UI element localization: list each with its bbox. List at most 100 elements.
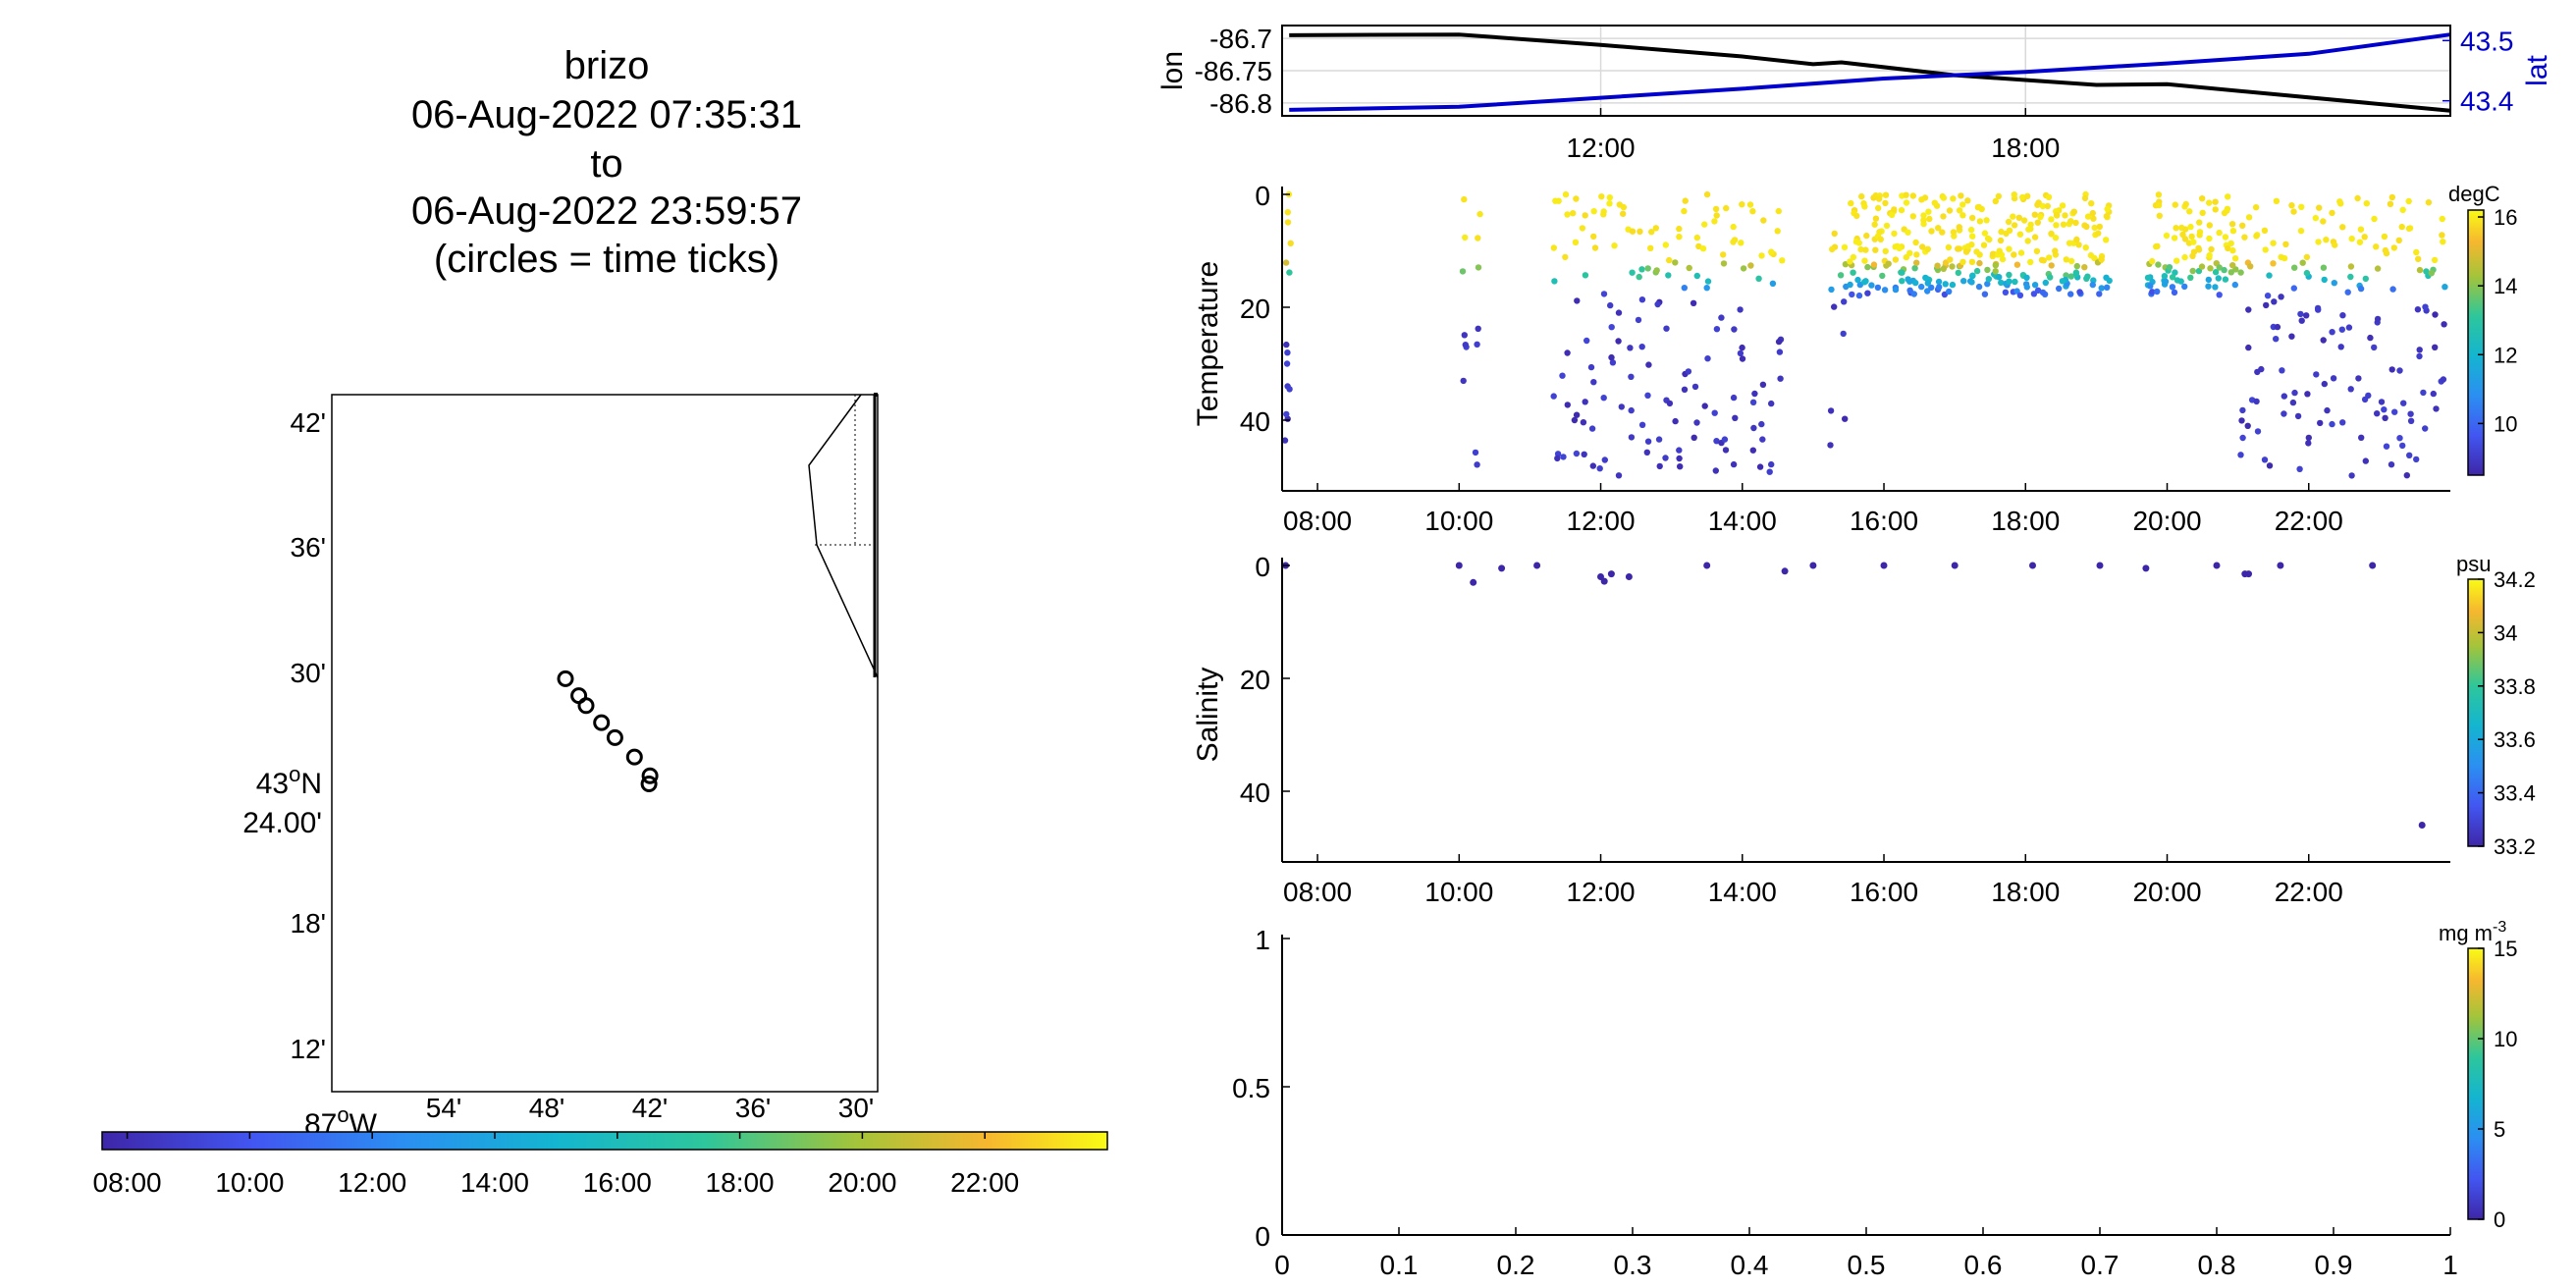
temperature-point xyxy=(1737,349,1744,357)
temperature-point xyxy=(1840,330,1847,338)
temperature-point xyxy=(1992,268,1999,275)
chlorophyll-x-tick-label: 0.5 xyxy=(1848,1250,1886,1280)
temperature-point xyxy=(2273,197,2281,204)
temperature-point xyxy=(2174,257,2180,264)
temperature-point xyxy=(1730,223,1737,231)
temperature-point xyxy=(1935,225,1942,232)
temperature-point xyxy=(2339,419,2346,426)
temperature-point xyxy=(1909,213,1917,220)
temperature-point xyxy=(2247,263,2254,270)
title-line-4: 06-Aug-2022 23:59:57 xyxy=(411,189,802,233)
temperature-point xyxy=(1644,438,1652,445)
temperature-point xyxy=(2433,405,2440,412)
temperature-point xyxy=(1638,421,1646,428)
chlorophyll-y-tick-label: 0 xyxy=(1255,1221,1270,1252)
temperature-point xyxy=(1842,415,1849,422)
chlorophyll-x-tick-label: 0.7 xyxy=(2081,1250,2120,1280)
temperature-point xyxy=(1656,462,1663,470)
temperature-point xyxy=(2155,261,2162,268)
temperature-point xyxy=(1955,269,1962,277)
temperature-point xyxy=(1958,192,1964,199)
temperature-point xyxy=(2294,412,2302,420)
track-time-circle xyxy=(577,697,595,715)
temperature-point xyxy=(2081,194,2089,202)
temperature-point xyxy=(2031,282,2039,289)
temperature-point xyxy=(2096,291,2103,297)
temperature-point xyxy=(1879,272,1886,280)
temperature-point xyxy=(2303,312,2310,319)
temperature-point xyxy=(2355,375,2362,382)
temperature-point xyxy=(2173,225,2179,232)
temperature-point xyxy=(2155,201,2163,209)
temperature-point xyxy=(2383,443,2390,450)
track-time-circle xyxy=(557,670,574,687)
temperature-point xyxy=(1973,267,1981,275)
temperature-point xyxy=(1950,229,1958,236)
temperature-point xyxy=(1872,215,1880,222)
temperature-point xyxy=(2103,213,2111,220)
temperature-point xyxy=(2033,247,2041,255)
temperature-point xyxy=(2279,367,2285,374)
temperature-point xyxy=(1283,410,1290,418)
temperature-point xyxy=(2025,226,2032,233)
temperature-point xyxy=(2395,237,2402,243)
temperature-point xyxy=(1573,450,1581,457)
temperature-point xyxy=(1606,200,1613,207)
temperature-point xyxy=(1984,281,1991,288)
temperature-point xyxy=(2095,230,2102,237)
salinity-point xyxy=(2277,562,2284,569)
temperature-point xyxy=(1693,234,1701,242)
salinity-colorbar-tick-label: 34 xyxy=(2494,620,2517,645)
temperature-point xyxy=(2329,209,2335,217)
temperature-point xyxy=(1768,248,1775,255)
temperature-point xyxy=(2263,301,2270,309)
temperature-point xyxy=(2103,274,2110,281)
temperature-point xyxy=(1955,245,1961,252)
temperature-point xyxy=(2439,215,2445,223)
salinity-point xyxy=(1809,562,1817,569)
temperature-point xyxy=(1281,437,1289,444)
temperature-point xyxy=(1638,296,1646,303)
time-colorbar-tick-label: 16:00 xyxy=(583,1167,652,1198)
temperature-point xyxy=(1739,344,1745,351)
time-colorbar-tick-label: 18:00 xyxy=(706,1167,775,1198)
temperature-point xyxy=(1704,278,1712,285)
time-colorbar-tick-label: 14:00 xyxy=(460,1167,529,1198)
chlorophyll-x-tick-label: 0.4 xyxy=(1731,1250,1769,1280)
temperature-point xyxy=(2299,259,2306,266)
temperature-point xyxy=(1690,299,1697,306)
temperature-point xyxy=(2166,264,2174,271)
temperature-point xyxy=(1939,229,1946,236)
chlorophyll-y-tick-label: 1 xyxy=(1255,925,1270,955)
temperature-point xyxy=(2405,197,2412,205)
temperature-point xyxy=(2388,193,2395,201)
temperature-point xyxy=(1891,206,1898,213)
temperature-point xyxy=(2199,209,2206,216)
temperature-point xyxy=(2031,234,2039,241)
temperature-point xyxy=(1950,195,1957,202)
temperature-point xyxy=(2088,200,2095,207)
temperature-point xyxy=(2089,209,2096,217)
temperature-point xyxy=(2212,206,2219,213)
temperature-point xyxy=(1768,460,1775,468)
temperature-point xyxy=(1582,212,1588,219)
temperature-point xyxy=(1905,276,1911,283)
temperature-point xyxy=(1462,234,1469,242)
temperature-point xyxy=(2206,222,2213,229)
temperature-point xyxy=(1969,233,1976,240)
temperature-point xyxy=(1570,210,1577,217)
temperature-point xyxy=(1691,383,1699,391)
temperature-point xyxy=(1926,215,1933,223)
temperature-point xyxy=(2015,214,2022,221)
temperature-point xyxy=(2024,192,2031,199)
temperature-point xyxy=(2406,452,2413,458)
temperature-point xyxy=(2053,222,2060,229)
temperature-point xyxy=(1676,225,1683,233)
temperature-point xyxy=(1758,252,1765,259)
temperature-point xyxy=(1892,256,1900,263)
temperature-point xyxy=(2072,270,2079,278)
temperature-point xyxy=(2258,365,2265,373)
temperature-point xyxy=(2363,200,2370,207)
temperature-point xyxy=(2362,275,2369,283)
temperature-y-tick-label: 20 xyxy=(1240,294,1270,324)
